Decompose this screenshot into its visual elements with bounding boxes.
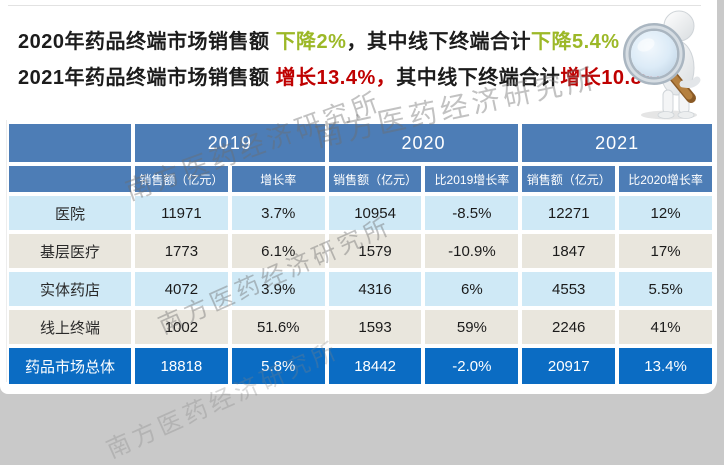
year-header-2021: 2021	[522, 124, 712, 162]
table-cell: 1002	[135, 310, 228, 344]
headline-2020-text: 2020年药品终端市场销售额	[18, 31, 276, 53]
headline-line-2021: 2021年药品终端市场销售额 增长13.4%，其中线下终端合计增长10.8%	[18, 60, 660, 96]
table-cell: 3.7%	[231, 196, 325, 230]
table-cell: 18442	[328, 348, 422, 384]
subheader-sales-2021: 销售额（亿元）	[522, 166, 616, 192]
table-row-pharmacy: 实体药店 4072 3.9% 4316 6% 4553 5.5%	[9, 272, 712, 306]
table-cell: 2246	[522, 310, 616, 344]
table-cell: 1593	[328, 310, 422, 344]
year-header-2020: 2020	[328, 124, 519, 162]
table-row-hospital: 医院 11971 3.7% 10954 -8.5% 12271 12%	[9, 196, 712, 230]
headline: 2020年药品终端市场销售额 下降2%，其中线下终端合计下降5.4% 2021年…	[18, 24, 660, 96]
subheader-growth-2020: 比2019增长率	[425, 166, 519, 192]
subheader-sales-2020: 销售额（亿元）	[328, 166, 422, 192]
table-cell: 4316	[328, 272, 422, 306]
top-divider	[8, 5, 701, 6]
table-cell: 17%	[619, 234, 712, 268]
year-header-2019: 2019	[135, 124, 325, 162]
table-cell: 1579	[328, 234, 422, 268]
table-cell: 20917	[522, 348, 616, 384]
subheader-sales-2019: 销售额（亿元）	[135, 166, 228, 192]
table-cell: 51.6%	[231, 310, 325, 344]
table-row-primary-care: 基层医疗 1773 6.1% 1579 -10.9% 1847 17%	[9, 234, 712, 268]
headline-2020-decline-value: 下降2%	[275, 31, 347, 53]
table-cell: -10.9%	[425, 234, 519, 268]
table-cell: 12271	[522, 196, 616, 230]
table-cell: 18818	[135, 348, 228, 384]
row-label: 药品市场总体	[9, 348, 131, 384]
headline-line-2020: 2020年药品终端市场销售额 下降2%，其中线下终端合计下降5.4%	[18, 24, 638, 60]
table-cell: 12%	[619, 196, 712, 230]
table-cell: 5.5%	[619, 272, 712, 306]
table-cell: 3.9%	[231, 272, 325, 306]
table-row-online: 线上终端 1002 51.6% 1593 59% 2246 41%	[9, 310, 712, 344]
table-cell: -8.5%	[425, 196, 519, 230]
headline-2020-mid-text: ，其中线下终端合计	[346, 31, 531, 53]
row-label: 医院	[9, 196, 131, 230]
table-cell: 41%	[619, 310, 712, 344]
subheader-growth-2019: 增长率	[231, 166, 325, 192]
table-cell: 6%	[425, 272, 519, 306]
magnifying-glass-figure-icon	[623, 10, 701, 120]
row-label: 基层医疗	[9, 234, 131, 268]
table-row-total: 药品市场总体 18818 5.8% 18442 -2.0% 20917 13.4…	[9, 348, 712, 384]
row-label: 线上终端	[9, 310, 131, 344]
table-cell: 10954	[328, 196, 422, 230]
corner-cell	[9, 124, 131, 162]
left-divider	[6, 120, 7, 382]
table-cell: 59%	[425, 310, 519, 344]
market-table: 2019 2020 2021 销售额（亿元） 增长率 销售额（亿元） 比2019…	[5, 120, 716, 388]
table-cell: 4553	[522, 272, 616, 306]
table-cell: 5.8%	[231, 348, 325, 384]
table-cell: 1773	[135, 234, 228, 268]
table-cell: -2.0%	[425, 348, 519, 384]
headline-2021-text: 2021年药品终端市场销售额	[18, 67, 276, 89]
table-cell: 11971	[135, 196, 228, 230]
table-cell: 4072	[135, 272, 228, 306]
year-header-row: 2019 2020 2021	[9, 124, 712, 162]
subheader-growth-2021: 比2020增长率	[619, 166, 712, 192]
headline-2021-growth-value: 增长13.4%，	[275, 67, 397, 89]
headline-2020-offline-decline-value: 下降5.4%	[530, 31, 620, 53]
row-label: 实体药店	[9, 272, 131, 306]
table-cell: 13.4%	[619, 348, 712, 384]
subheader-row: 销售额（亿元） 增长率 销售额（亿元） 比2019增长率 销售额（亿元） 比20…	[9, 166, 712, 192]
corner-cell	[9, 166, 131, 192]
table-cell: 1847	[522, 234, 616, 268]
headline-2021-mid-text: 其中线下终端合计	[396, 67, 561, 89]
table-cell: 6.1%	[231, 234, 325, 268]
